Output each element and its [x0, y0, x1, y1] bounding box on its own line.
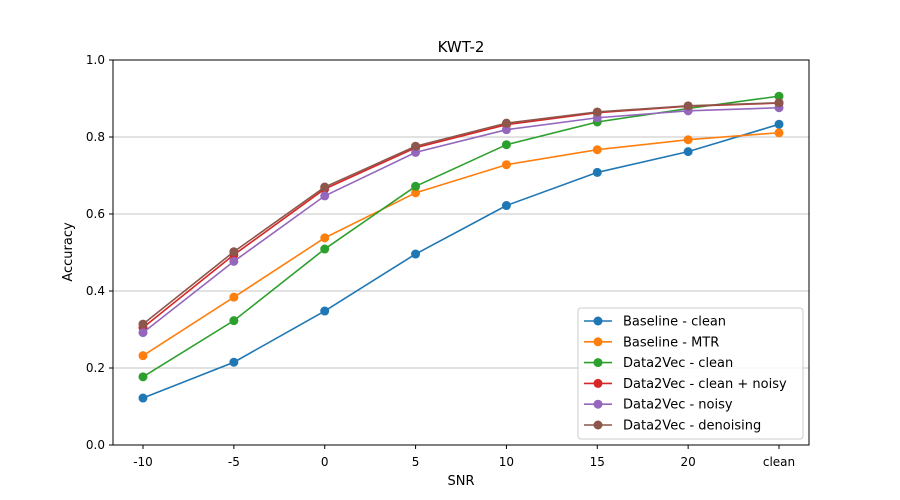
series-line — [142, 101, 780, 325]
y-tick-label: 0.4 — [86, 284, 105, 298]
data-point — [774, 119, 784, 129]
data-point — [320, 244, 330, 254]
data-point — [320, 306, 330, 316]
data-point — [592, 167, 602, 177]
x-tick-label: 0 — [321, 455, 329, 469]
data-point — [229, 316, 239, 326]
legend-marker — [593, 420, 603, 430]
data-point — [138, 319, 148, 329]
series-baseline-clean — [138, 119, 784, 403]
data-point — [501, 201, 511, 211]
data-point — [229, 357, 239, 367]
series-line — [142, 123, 780, 399]
data-point — [501, 140, 511, 150]
axis-ticks: 0.0 0.2 0.4 0.6 0.8 1.0 -10 -5 0 5 10 15 20 clean — [86, 53, 795, 469]
data-point — [501, 125, 511, 135]
series-data2vec-denoising — [138, 98, 784, 329]
data-point — [138, 372, 148, 382]
series-group — [138, 91, 784, 403]
x-tick-label: 5 — [412, 455, 420, 469]
series-baseline-mtr — [138, 128, 784, 361]
legend-marker — [593, 337, 603, 347]
data-point — [683, 135, 693, 145]
legend-label: Data2Vec - denoising — [623, 419, 761, 434]
data-point — [320, 191, 330, 201]
y-tick-label: 0.0 — [86, 438, 105, 452]
data-point — [501, 160, 511, 170]
legend: Baseline - clean Baseline - MTR Data2Vec -… — [577, 307, 804, 440]
x-tick-label: 10 — [499, 455, 514, 469]
data-point — [138, 328, 148, 338]
series-line — [142, 106, 780, 334]
data-point — [774, 98, 784, 108]
data-point — [774, 128, 784, 138]
legend-label: Data2Vec - noisy — [623, 398, 733, 413]
data-point — [229, 247, 239, 257]
data-point — [411, 141, 421, 151]
x-tick-label: 20 — [681, 455, 696, 469]
data-point — [320, 182, 330, 192]
data-point — [320, 233, 330, 243]
data-point — [592, 145, 602, 155]
data-point — [411, 249, 421, 259]
data-point — [683, 147, 693, 157]
data-point — [501, 118, 511, 128]
legend-label: Data2Vec - clean + noisy — [623, 377, 787, 392]
series-line — [142, 131, 780, 357]
legend-marker — [593, 358, 603, 368]
legend-marker — [593, 316, 603, 326]
legend-label: Baseline - MTR — [623, 335, 719, 350]
data-point — [411, 147, 421, 157]
data-point — [411, 188, 421, 198]
data-point — [229, 256, 239, 266]
data-point — [774, 91, 784, 101]
legend-label: Baseline - clean — [623, 315, 726, 330]
x-tick-label: clean — [763, 455, 795, 469]
legend-marker — [593, 378, 603, 388]
legend-box — [577, 307, 804, 440]
data-point — [411, 181, 421, 191]
y-tick-label: 0.2 — [86, 361, 105, 375]
data-point — [138, 393, 148, 403]
data-point — [592, 107, 602, 117]
y-tick-label: 1.0 — [86, 53, 105, 67]
x-tick-label: -5 — [228, 455, 240, 469]
data-point — [229, 292, 239, 302]
y-tick-label: 0.8 — [86, 130, 105, 144]
data-point — [683, 101, 693, 111]
x-axis-label: SNR — [447, 474, 474, 489]
x-tick-label: -10 — [133, 455, 153, 469]
legend-marker — [593, 399, 603, 409]
y-axis-label: Accuracy — [61, 222, 76, 282]
x-tick-label: 15 — [590, 455, 605, 469]
legend-label: Data2Vec - clean — [623, 356, 733, 371]
chart-title: KWT-2 — [438, 38, 485, 56]
plot-frame — [112, 59, 810, 446]
data-point — [138, 351, 148, 361]
y-tick-label: 0.6 — [86, 207, 105, 221]
series-line — [142, 95, 780, 378]
